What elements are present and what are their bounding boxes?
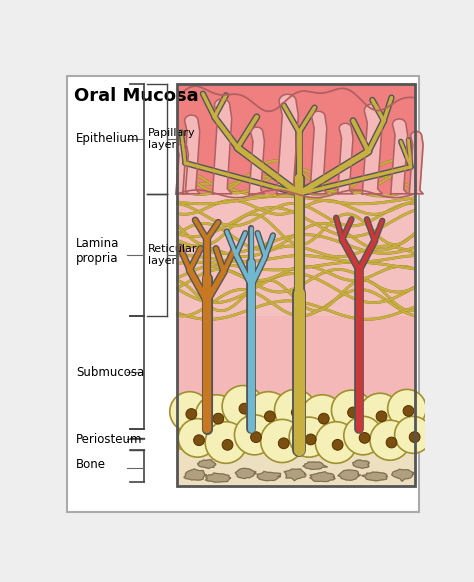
Text: Epithelium: Epithelium — [76, 132, 139, 146]
Circle shape — [251, 432, 261, 442]
Polygon shape — [409, 132, 423, 194]
Circle shape — [274, 389, 316, 431]
Circle shape — [292, 407, 302, 418]
Polygon shape — [338, 470, 361, 480]
Circle shape — [235, 415, 274, 455]
Circle shape — [403, 406, 414, 416]
Polygon shape — [310, 472, 335, 481]
Circle shape — [264, 411, 275, 422]
Circle shape — [319, 413, 329, 424]
Circle shape — [305, 434, 316, 445]
Polygon shape — [353, 460, 369, 468]
Circle shape — [395, 416, 431, 453]
Circle shape — [195, 395, 238, 438]
Circle shape — [213, 413, 224, 424]
Circle shape — [261, 420, 304, 463]
Circle shape — [194, 435, 204, 446]
Text: Papillary
layer: Papillary layer — [148, 128, 196, 150]
Polygon shape — [236, 469, 256, 478]
Polygon shape — [212, 99, 232, 194]
Text: Periosteum: Periosteum — [76, 433, 142, 446]
Polygon shape — [337, 123, 353, 194]
Circle shape — [222, 385, 264, 427]
Circle shape — [222, 439, 233, 450]
Text: Lamina
propria: Lamina propria — [76, 237, 119, 265]
Bar — [177, 316, 415, 429]
Circle shape — [359, 432, 370, 443]
Circle shape — [388, 389, 426, 428]
Bar — [177, 435, 415, 442]
Polygon shape — [362, 104, 383, 194]
Circle shape — [178, 418, 217, 457]
Polygon shape — [392, 469, 414, 481]
Circle shape — [344, 416, 383, 455]
Circle shape — [370, 420, 410, 460]
Polygon shape — [277, 94, 298, 194]
Circle shape — [376, 411, 387, 422]
Text: Submucosa: Submucosa — [76, 366, 144, 379]
Circle shape — [246, 392, 291, 436]
Bar — [177, 429, 415, 435]
Bar — [177, 84, 415, 485]
Polygon shape — [362, 472, 387, 481]
Bar — [177, 84, 415, 194]
Text: Reticular
layer: Reticular layer — [148, 244, 198, 266]
Circle shape — [347, 407, 358, 418]
Polygon shape — [257, 471, 281, 481]
Bar — [177, 442, 415, 450]
Circle shape — [278, 438, 289, 449]
Circle shape — [170, 392, 210, 432]
Bar — [177, 194, 415, 316]
Polygon shape — [184, 469, 207, 480]
Circle shape — [301, 395, 344, 438]
Circle shape — [331, 390, 372, 430]
Circle shape — [386, 437, 397, 448]
Polygon shape — [303, 462, 328, 470]
Polygon shape — [205, 473, 231, 482]
Circle shape — [332, 439, 343, 450]
Polygon shape — [249, 127, 264, 194]
Polygon shape — [391, 119, 408, 194]
Polygon shape — [183, 115, 200, 194]
Circle shape — [315, 422, 357, 463]
Circle shape — [239, 403, 250, 414]
Text: Bone: Bone — [76, 459, 106, 471]
Polygon shape — [198, 460, 216, 469]
Circle shape — [205, 422, 247, 463]
Polygon shape — [284, 469, 306, 481]
Polygon shape — [176, 144, 188, 194]
Circle shape — [289, 417, 329, 457]
Circle shape — [186, 409, 197, 420]
Polygon shape — [310, 111, 327, 194]
Text: Oral Mucosa: Oral Mucosa — [74, 87, 199, 105]
Bar — [177, 450, 415, 485]
Circle shape — [409, 432, 420, 442]
Circle shape — [359, 393, 401, 435]
